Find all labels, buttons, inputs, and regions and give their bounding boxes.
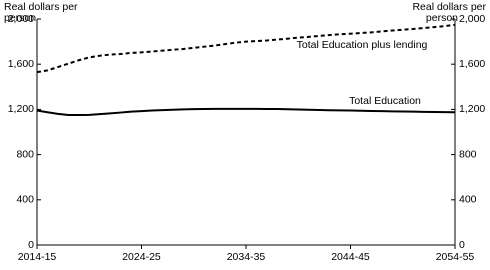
y-tick-label: 400 — [16, 194, 34, 206]
y2-tick-label: 1,600 — [459, 58, 485, 70]
y-tick-label: 0 — [28, 239, 34, 251]
y2-tick-label: 2,000 — [459, 13, 485, 25]
y-axis-label: Real dollars per — [4, 1, 78, 13]
y2-tick-label: 800 — [459, 148, 477, 160]
y2-tick-label: 400 — [459, 194, 477, 206]
y-tick-label: 2,000 — [8, 13, 34, 25]
series-line — [36, 23, 456, 74]
series-label: Total Education plus lending — [297, 39, 428, 51]
y-tick-label: 1,200 — [8, 103, 34, 115]
x-tick-label: 2054-55 — [436, 251, 475, 263]
y-tick-label: 800 — [16, 148, 34, 160]
y2-tick-label: 1,200 — [459, 103, 485, 115]
x-tick-label: 2044-45 — [331, 251, 370, 263]
series-label: Total Education — [349, 95, 421, 107]
x-tick-label: 2024-25 — [122, 251, 161, 263]
x-tick-label: 2034-35 — [227, 251, 266, 263]
y2-axis-label: person — [426, 12, 458, 24]
y-tick-label: 1,600 — [8, 58, 34, 70]
y-axis-label: person — [4, 12, 36, 24]
x-tick-label: 2014-15 — [18, 251, 57, 263]
series-line — [36, 107, 456, 117]
y2-tick-label: 0 — [459, 239, 465, 251]
y2-axis-label: Real dollars per — [412, 1, 486, 13]
